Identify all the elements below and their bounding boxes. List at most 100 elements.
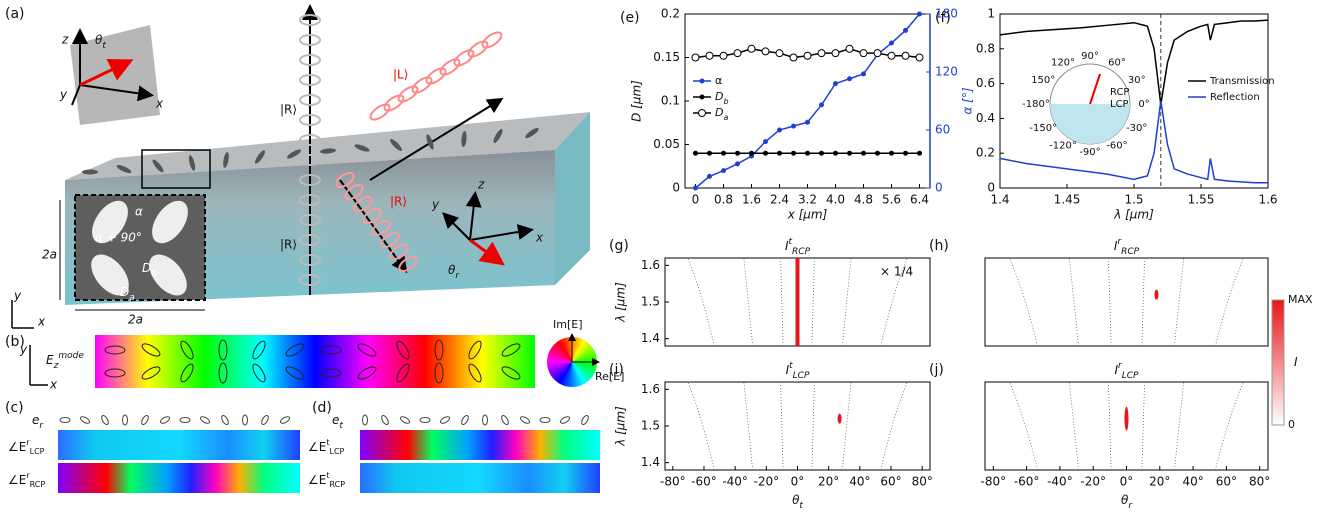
colorbar-min: 0 <box>1288 418 1295 431</box>
helix-loop <box>299 194 321 206</box>
point <box>763 139 768 145</box>
meta-atom <box>539 417 551 423</box>
meta-atom <box>252 363 266 383</box>
point <box>833 81 838 87</box>
legend-name: Reflection <box>1210 92 1260 103</box>
subscript: t <box>799 501 803 511</box>
x-tick-label: 3.2 <box>798 193 817 207</box>
meta-atom <box>426 134 434 150</box>
panel-label: (b) <box>5 334 25 350</box>
symbol: D <box>120 285 129 299</box>
x-tick-label: 40° <box>1182 475 1203 489</box>
meta-atom <box>122 414 128 426</box>
spot <box>1124 406 1129 431</box>
y2-tick-label: 0 <box>935 181 943 195</box>
point <box>747 44 756 53</box>
order-guide <box>880 381 908 471</box>
meta-atom <box>218 339 228 361</box>
helix-loop <box>453 49 475 67</box>
subscript: b <box>151 269 157 279</box>
helix-loop <box>299 14 321 26</box>
point <box>777 150 782 156</box>
y-tick-label: 0 <box>672 181 680 195</box>
helix-loop <box>299 34 321 46</box>
x-tick-label: -20° <box>1080 475 1106 489</box>
legend-sub: b <box>723 97 728 106</box>
y-tick-label: 0.8 <box>976 41 995 55</box>
annotation: × 1/4 <box>880 265 913 279</box>
streak <box>795 258 800 346</box>
row-label: et <box>332 413 343 431</box>
meta-atom <box>180 363 194 383</box>
legend-swatch <box>698 109 706 117</box>
point <box>887 51 896 60</box>
superscript: r <box>1117 237 1122 247</box>
x-tick-label: 6.4 <box>910 193 929 207</box>
point <box>805 119 810 125</box>
angle-label: θt <box>95 33 106 51</box>
row-label: ∠ErLCP <box>8 438 45 456</box>
point <box>833 150 838 156</box>
point <box>873 49 882 58</box>
angle-label: α <box>135 205 143 219</box>
meta-atom <box>559 416 571 424</box>
point <box>915 53 924 62</box>
x-tick-label: 80° <box>1249 475 1270 489</box>
meta-atom <box>482 414 488 426</box>
point <box>903 27 908 33</box>
point <box>917 11 922 17</box>
helix-loop <box>481 31 503 49</box>
meta-atom <box>501 366 521 380</box>
meta-atom <box>461 131 467 147</box>
x-tick-label: -60° <box>691 475 717 489</box>
meta-atom <box>381 414 389 426</box>
meta-atom <box>439 416 451 424</box>
axis-title: ItRCP <box>785 237 811 257</box>
x-tick-label: 20° <box>1149 475 1170 489</box>
y-tick-label: 0.05 <box>653 137 680 151</box>
point <box>861 150 866 156</box>
meta-atom <box>461 414 469 426</box>
inset-legend: LCP <box>1110 99 1129 110</box>
x-tick-label: 5.6 <box>882 193 901 207</box>
y2-tick-label: 120 <box>935 65 958 79</box>
helix-loop <box>299 94 321 106</box>
point <box>791 150 796 156</box>
axis-name: y <box>19 343 28 357</box>
point <box>761 47 770 56</box>
meta-atom <box>104 345 126 355</box>
meta-atom <box>242 414 248 426</box>
helix-loop <box>299 134 321 146</box>
helix-loop <box>398 255 418 273</box>
meta-atom <box>396 340 410 360</box>
y-axis-title: D [μm] <box>630 80 644 122</box>
symbol: ∠E <box>8 440 26 454</box>
subscript: RCP <box>30 480 46 489</box>
ket: |R⟩ <box>390 195 407 209</box>
point <box>789 53 798 62</box>
meta-atom <box>525 127 539 139</box>
meta-atom <box>362 414 368 426</box>
helix-loop <box>439 58 461 76</box>
panel-label: (e) <box>620 10 640 26</box>
x-tick-label: 0° <box>1120 475 1134 489</box>
symbol: ∠E <box>308 473 326 487</box>
meta-atom <box>519 416 531 424</box>
axis-title: θr <box>1121 493 1133 511</box>
meta-atom <box>223 152 229 168</box>
point <box>819 102 824 108</box>
helix-loop <box>299 74 321 86</box>
spot <box>837 413 842 424</box>
inset-angle-label: 120° <box>1051 57 1075 68</box>
colorbar-title: I <box>1294 355 1298 369</box>
point <box>817 49 826 58</box>
meta-atom <box>279 416 291 424</box>
legend-name: D <box>715 106 723 119</box>
helix-loop <box>425 67 447 85</box>
y-axis-title: λ [μm] <box>614 282 628 323</box>
symbol: I <box>1115 363 1119 377</box>
helix-loop <box>299 54 321 66</box>
x-tick-label: -80° <box>660 475 686 489</box>
meta-atom <box>116 164 132 174</box>
